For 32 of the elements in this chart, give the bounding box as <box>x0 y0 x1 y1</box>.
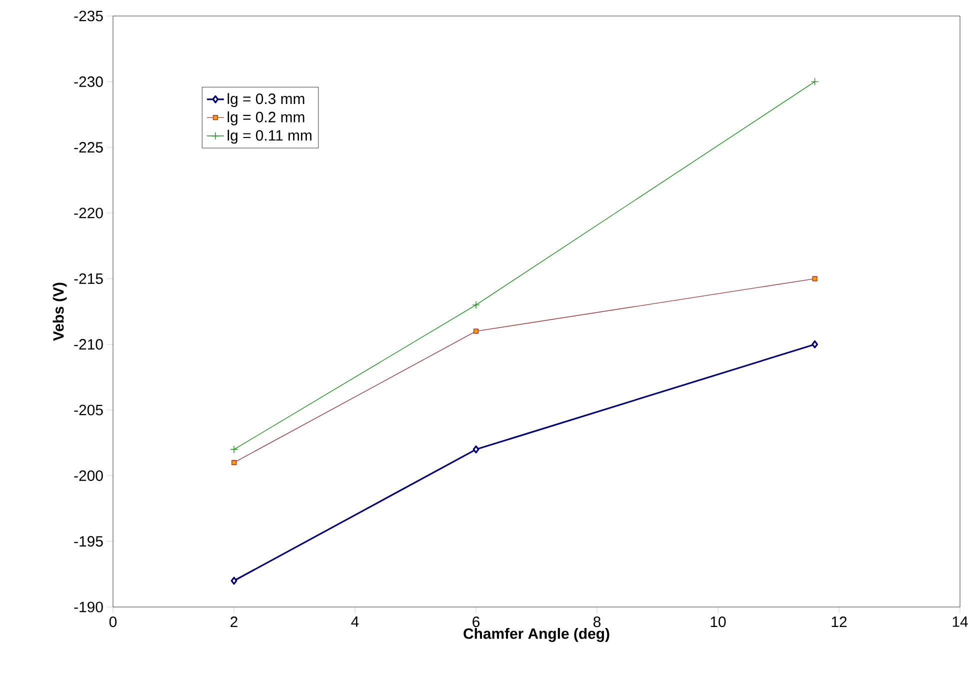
x-tick-label: 14 <box>952 616 968 627</box>
x-tick-label: 0 <box>109 616 117 628</box>
x-tick-label: 6 <box>472 616 480 628</box>
y-tick-label: -190 <box>74 602 103 612</box>
point <box>473 328 479 334</box>
x-tick-label: 2 <box>230 616 238 627</box>
point <box>812 276 818 282</box>
y-tick-label: -220 <box>74 208 103 218</box>
legend-label: lg = 0.2 mm <box>228 111 304 126</box>
y-tick-label: -215 <box>74 273 103 284</box>
x-tick-label: 8 <box>594 616 601 628</box>
point <box>472 445 480 454</box>
x-tick-label: 12 <box>832 616 847 627</box>
point <box>812 340 818 348</box>
x-tick-label: 4 <box>351 616 359 627</box>
y-tick-label: -225 <box>74 142 103 153</box>
y-axis-title: Vebs (V) <box>52 282 67 341</box>
point <box>810 78 819 86</box>
y-tick-label: -235 <box>74 10 103 22</box>
y-tick-label: -230 <box>74 76 103 87</box>
legend-label: lg = 0.11 mm <box>228 130 312 144</box>
point <box>472 301 480 309</box>
point <box>231 460 237 466</box>
y-tick-label: -200 <box>74 470 103 481</box>
legend-label: lg = 0.3 mm <box>228 93 304 108</box>
y-tick-label: -210 <box>74 339 103 350</box>
x-axis-title: Chamfer Angle (deg) <box>464 628 610 642</box>
point <box>230 445 238 454</box>
point <box>230 576 238 585</box>
y-tick-label: -205 <box>74 404 103 416</box>
y-tick-label: -195 <box>74 536 103 547</box>
x-tick-label: 10 <box>710 616 726 628</box>
